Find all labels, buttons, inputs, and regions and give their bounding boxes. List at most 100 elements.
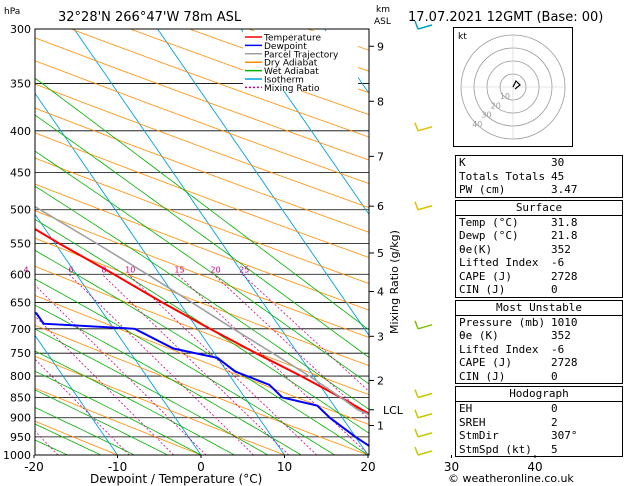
p-tick-400: 400 [10, 125, 31, 138]
wet-adiabat-8 [35, 328, 269, 455]
most-unstable-value-2: -6 [551, 342, 565, 356]
p-tick-900: 900 [10, 412, 31, 425]
x-axis-label: Dewpoint / Temperature (°C) [90, 472, 262, 486]
background-lines [35, 29, 369, 455]
surface-key-1: Dewp (°C) [459, 229, 519, 242]
wet-adiabat-16 [35, 278, 335, 455]
hodograph-title: Hodograph [456, 387, 622, 402]
km-tick-7: 7 [377, 150, 384, 163]
hodo-table-value-3: 5 [551, 442, 558, 456]
series-parcel-trajectory [35, 205, 369, 416]
x-tick-20: 20 [360, 460, 375, 474]
wind-barb-300 [417, 24, 433, 30]
surface-key-2: θe(K) [459, 242, 493, 256]
dry-adiabat-10 [35, 355, 285, 455]
dry-adiabat-130 [35, 37, 369, 161]
hodo-table-row-0: EH 0 [456, 402, 622, 416]
wind-barb-700 [417, 324, 433, 330]
wind-barbs [414, 20, 433, 456]
index-row-0: K 30 [456, 156, 622, 170]
wind-barb-500 [417, 205, 433, 211]
km-tick-5: 5 [377, 247, 384, 260]
x-tick-0: 0 [197, 460, 205, 474]
p-tick-300: 300 [10, 23, 31, 36]
hodo-table-row-3: StmSpd (kt) 5 [456, 443, 622, 457]
wet-adiabat-32 [35, 150, 369, 385]
hodo-table-value-1: 2 [551, 415, 558, 429]
mixing-ratio-line-6 [68, 274, 254, 455]
legend-label-6: Mixing Ratio [264, 84, 320, 94]
wind-barb-flag-700 [414, 320, 419, 330]
hodo-ring-label-10: 10 [500, 92, 510, 101]
km-tick-3: 3 [377, 330, 384, 343]
asl-unit: ASL [374, 17, 391, 27]
x-tick-40: 40 [527, 460, 542, 474]
isotherm-0 [35, 213, 202, 455]
surface-value-1: 21.8 [551, 229, 578, 242]
wind-barb-900 [417, 412, 433, 419]
hodograph-unit: kt [458, 32, 467, 42]
p-tick-550: 550 [10, 237, 31, 250]
legend-bg [243, 31, 358, 91]
index-value-2: 3.47 [551, 183, 578, 196]
dry-adiabat-70 [35, 183, 369, 311]
dry-adiabat-90 [35, 132, 369, 259]
most-unstable-value-0: 1010 [551, 315, 578, 329]
wet-adiabat-28 [35, 185, 369, 410]
hodo-table-row-2: StmDir 307° [456, 429, 622, 443]
hodo-table-row-1: SREH 2 [456, 416, 622, 430]
index-value-1: 45 [551, 169, 565, 183]
surface-row-3: Lifted Index -6 [456, 256, 622, 270]
legend-label-5: Isotherm [264, 76, 304, 86]
most-unstable-key-2: Lifted Index [459, 342, 539, 356]
dry-adiabat-60 [35, 210, 369, 339]
hodo-table-value-2: 307° [551, 429, 578, 442]
km-tick-8: 8 [377, 95, 384, 108]
index-value-0: 30 [551, 156, 565, 169]
dry-adiabat-0 [35, 387, 202, 455]
dry-adiabat-110 [35, 83, 369, 209]
isotherm-30 [157, 29, 369, 337]
wet-adiabat-36 [35, 114, 369, 358]
hodo-ring-label-40: 40 [472, 120, 482, 129]
hodo-ring-label-20: 20 [491, 101, 501, 110]
dry-adiabat-120 [35, 60, 369, 184]
dry-adiabat-100 [35, 107, 369, 233]
hodo-table-key-1: SREH [459, 415, 486, 429]
surface-value-0: 31.8 [551, 215, 578, 229]
most-unstable-key-4: CIN (J) [459, 369, 506, 383]
mixing-ratio-label-10: 10 [125, 265, 135, 274]
surface-value-2: 352 [551, 242, 571, 256]
mixing-ratio-label-8: 8 [101, 265, 106, 274]
isotherm-10 [35, 92, 285, 455]
credit: © weatheronline.co.uk [448, 472, 574, 485]
mixing-ratio-label-25: 25 [239, 265, 249, 274]
wet-adiabat--4 [35, 389, 168, 455]
x-tick--20: -20 [24, 460, 44, 474]
right-axis-label: Mixing Ratio (g/kg) [388, 230, 401, 334]
axes: 1234681015202530035040045050055060065070… [3, 23, 543, 474]
mixing-ratio-line-25 [241, 274, 369, 392]
p-tick-700: 700 [10, 323, 31, 336]
legend-label-2: Parcel Trajectory [264, 50, 339, 60]
most-unstable-key-0: Pressure (mb) [459, 315, 546, 329]
wet-adiabat-0 [35, 370, 202, 455]
surface-value-3: -6 [551, 256, 565, 269]
surface-title: Surface [456, 201, 622, 216]
hodo-table-value-0: 0 [551, 402, 558, 415]
p-tick-650: 650 [10, 297, 31, 310]
surface-row-1: Dewp (°C) 21.8 [456, 229, 622, 243]
series-temperature [35, 227, 369, 415]
wind-barb-950 [417, 432, 433, 438]
most-unstable-row-0: Pressure (mb) 1010 [456, 316, 622, 330]
datetime-title: 17.07.2021 12GMT (Base: 00) [408, 10, 603, 25]
mixing-ratio-label-20: 20 [211, 265, 221, 274]
surface-key-5: CIN (J) [459, 283, 506, 296]
wet-adiabat-24 [35, 218, 369, 434]
most-unstable-row-3: CAPE (J) 2728 [456, 356, 622, 370]
isotherm--10 [35, 334, 118, 455]
most-unstable-value-4: 0 [551, 369, 558, 383]
legend-label-0: Temperature [263, 34, 321, 44]
